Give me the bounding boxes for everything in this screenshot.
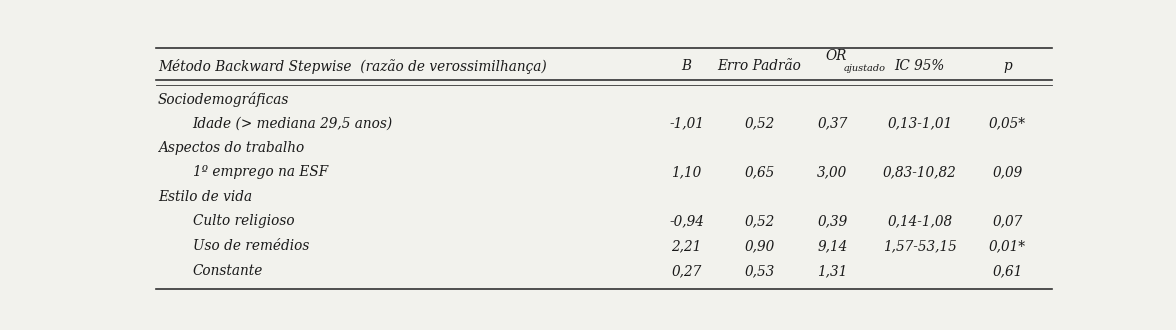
Text: Estilo de vida: Estilo de vida — [158, 190, 252, 204]
Text: 1,10: 1,10 — [671, 165, 702, 179]
Text: Uso de remédios: Uso de remédios — [193, 239, 309, 253]
Text: 0,37: 0,37 — [817, 116, 848, 130]
Text: Erro Padrão: Erro Padrão — [717, 59, 801, 73]
Text: Constante: Constante — [193, 264, 263, 278]
Text: Idade (> mediana 29,5 anos): Idade (> mediana 29,5 anos) — [193, 116, 393, 130]
Text: -0,94: -0,94 — [669, 214, 704, 228]
Text: 1,57-53,15: 1,57-53,15 — [883, 239, 957, 253]
Text: 0,05*: 0,05* — [989, 116, 1025, 130]
Text: 3,00: 3,00 — [817, 165, 848, 179]
Text: 0,13-1,01: 0,13-1,01 — [888, 116, 953, 130]
Text: -1,01: -1,01 — [669, 116, 704, 130]
Text: 0,39: 0,39 — [817, 214, 848, 228]
Text: IC 95%: IC 95% — [895, 59, 946, 73]
Text: Sociodemográficas: Sociodemográficas — [158, 92, 289, 107]
Text: 2,21: 2,21 — [671, 239, 702, 253]
Text: 0,07: 0,07 — [993, 214, 1022, 228]
Text: 0,14-1,08: 0,14-1,08 — [888, 214, 953, 228]
Text: 0,53: 0,53 — [744, 264, 775, 278]
Text: 0,83-10,82: 0,83-10,82 — [883, 165, 957, 179]
Text: 0,27: 0,27 — [671, 264, 702, 278]
Text: OR: OR — [826, 49, 847, 63]
Text: 0,65: 0,65 — [744, 165, 775, 179]
Text: p: p — [1003, 59, 1011, 73]
Text: 0,90: 0,90 — [744, 239, 775, 253]
Text: 0,52: 0,52 — [744, 214, 775, 228]
Text: 0,61: 0,61 — [993, 264, 1022, 278]
Text: Culto religioso: Culto religioso — [193, 214, 294, 228]
Text: Método Backward Stepwise  (razão de verossimilhança): Método Backward Stepwise (razão de veros… — [158, 59, 547, 74]
Text: 1º emprego na ESF: 1º emprego na ESF — [193, 165, 328, 179]
Text: 0,09: 0,09 — [993, 165, 1022, 179]
Text: 9,14: 9,14 — [817, 239, 848, 253]
Text: Aspectos do trabalho: Aspectos do trabalho — [158, 141, 305, 154]
Text: 0,01*: 0,01* — [989, 239, 1025, 253]
Text: 1,31: 1,31 — [817, 264, 848, 278]
Text: ajustado: ajustado — [843, 64, 886, 73]
Text: 0,52: 0,52 — [744, 116, 775, 130]
Text: B: B — [682, 59, 691, 73]
